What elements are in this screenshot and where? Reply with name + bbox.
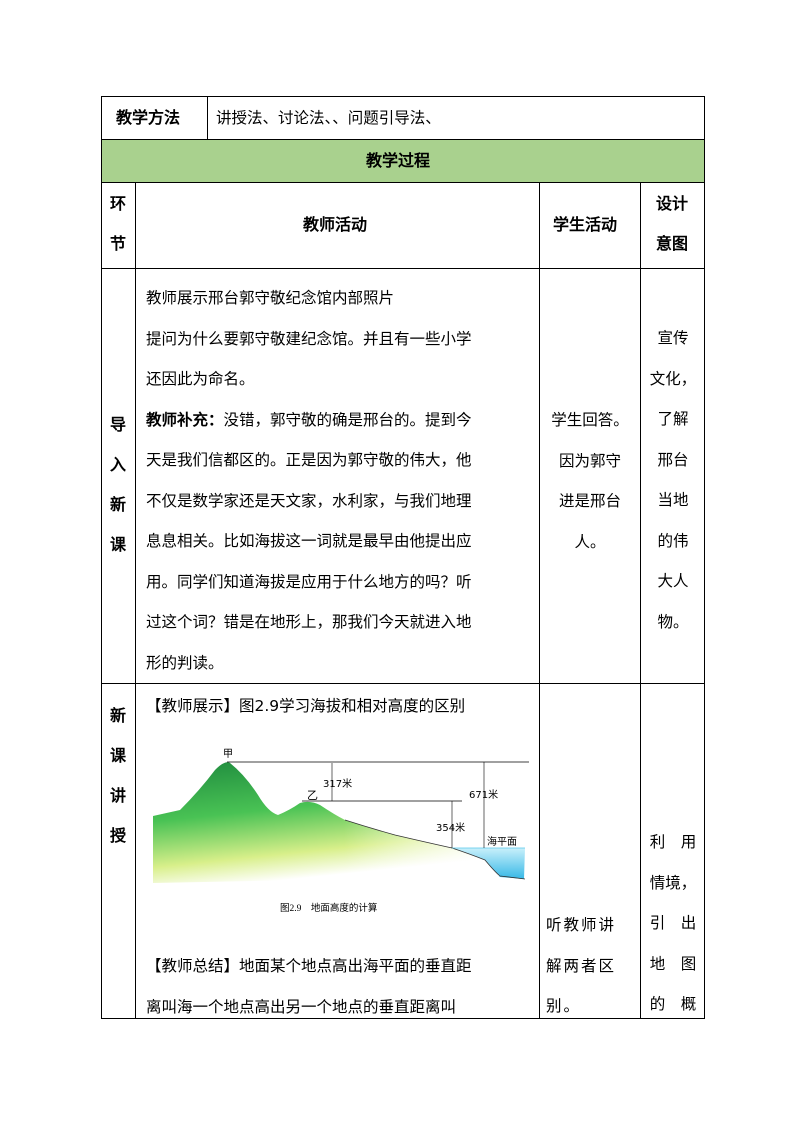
sea-level-label: 海平面 [487,835,517,848]
table-border [539,182,540,1019]
stage-char: 课 [109,746,126,765]
peak-a-label: 甲 [223,749,233,760]
text-line: 引 出 [649,914,697,932]
table-border [101,683,705,684]
table-border [640,182,641,1019]
header-stage-char: 环 [109,194,126,213]
methods-value: 讲授法、讨论法、、问题引导法、 [216,109,441,127]
student-activity-intro: 学生回答。 因为郭守 进是邢台 人。 [540,400,640,562]
text-line: 不仅是数学家还是天文家，水利家，与我们地理 [146,491,472,510]
text-line: 物。 [657,612,689,631]
intent-intro: 宣传 文化， 了解 邢台 当地 的伟 大人 物。 [641,318,705,642]
process-header-bg [102,140,704,182]
text-line: 地 图 [649,954,697,973]
table-border [101,182,705,183]
alt-a-label: 671米 [469,788,498,801]
header-stage-char: 节 [109,234,126,253]
header-teacher: 教师活动 [303,215,368,234]
text-line: 还因此为命名。 [146,370,255,388]
table-border [101,96,102,1019]
text-line: 文化， [649,369,697,388]
teacher-show-line: 【教师展示】图2.9学习海拔和相对高度的区别 [146,697,466,715]
text-line: 提问为什么要郭守敬建纪念馆。并且有一些小学 [146,329,472,348]
text-line: 息息相关。比如海拔这一词就是最早由他提出应 [146,532,472,550]
peak-b-label: 乙 [307,789,318,802]
text-line: 教师展示邢台郭守敬纪念馆内部照片 [146,289,395,307]
header-stage: 环 节 [105,194,131,254]
text-line: 因为郭守 [558,451,621,470]
header-student: 学生活动 [553,215,618,234]
text-line: 进是邢台 [558,492,621,510]
text-line: 过这个词？错是在地形上，那我们今天就进入地 [146,613,472,631]
text-line: 的 概 [649,995,697,1013]
text-line: 用。同学们知道海拔是应用于什么地方的吗？听 [146,572,472,591]
text-line: 利 用 [649,833,697,851]
teacher-supplement-label: 教师补充： [146,410,224,429]
text-line: 解两者区 [546,956,617,975]
text-line: 【教师总结】地面某个地点高出海平面的垂直距 [146,957,472,975]
land-fade [153,762,500,883]
table-border [135,182,136,1019]
text-line: 教师补充：没错，郭守敬的确是邢台的。提到今 [146,400,472,441]
text-line: 离叫海一个地点高出另一个地点的垂直距离叫 [146,997,457,1016]
text-line: 宣传 [657,329,689,347]
table-border [101,1018,705,1019]
header-intent-line: 意图 [655,234,688,253]
alt-b-label: 354米 [436,821,465,834]
text-line: 当地 [657,491,689,509]
teacher-activity-intro: 教师展示邢台郭守敬纪念馆内部照片 提问为什么要郭守敬建纪念馆。并且有一些小学 还… [146,278,472,683]
text-line: 别。 [546,997,582,1015]
elevation-figure: 甲 乙 317米 671米 354米 海平面 图2.9 地面高度的计算 [153,749,529,914]
process-title: 教学过程 [366,151,431,170]
table-border [207,96,208,139]
stage-char: 入 [109,455,126,474]
text-line: 天是我们信都区的。正是因为郭守敬的伟大，他 [146,451,472,469]
intent-new: 利 用 情境， 引 出 地 图 的 概 [641,822,705,1025]
rel-height-label: 317米 [323,777,352,790]
text-line: 了解 [657,410,689,428]
header-intent-line: 设计 [655,194,688,213]
stage-intro: 导 入 新 课 [105,405,131,565]
table-border [704,96,705,1019]
text-line: 情境， [649,873,697,892]
figure-caption: 图2.9 地面高度的计算 [280,902,377,914]
text-line: 邢台 [657,450,689,469]
text-line: 形的判读。 [146,653,224,672]
text-line: 大人 [657,572,689,590]
text-line: 人。 [574,532,606,551]
text-line: 的伟 [657,531,689,550]
header-intent: 设计 意图 [640,194,704,254]
student-activity-new: 听教师讲 解两者区 别。 [546,905,616,1027]
text-line: 学生回答。 [551,411,629,429]
stage-new-lesson: 新 课 讲 授 [105,696,131,856]
methods-label: 教学方法 [116,108,181,127]
stage-char: 新 [109,495,126,514]
stage-char: 新 [109,706,126,725]
table-border [101,139,705,140]
stage-char: 课 [109,535,126,554]
table-border [101,268,705,269]
stage-char: 讲 [109,786,126,805]
text-line: 听教师讲 [546,916,617,934]
stage-char: 导 [109,415,126,434]
table-border [101,96,705,97]
stage-char: 授 [109,826,126,845]
teacher-summary: 【教师总结】地面某个地点高出海平面的垂直距 离叫海一个地点高出另一个地点的垂直距… [146,946,472,1027]
text: 没错，郭守敬的确是邢台的。提到今 [223,410,472,429]
